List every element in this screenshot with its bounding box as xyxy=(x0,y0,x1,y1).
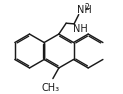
Text: NH: NH xyxy=(73,24,88,34)
Text: NH: NH xyxy=(77,5,92,15)
Text: 2: 2 xyxy=(84,3,89,12)
Text: CH₃: CH₃ xyxy=(41,83,60,93)
